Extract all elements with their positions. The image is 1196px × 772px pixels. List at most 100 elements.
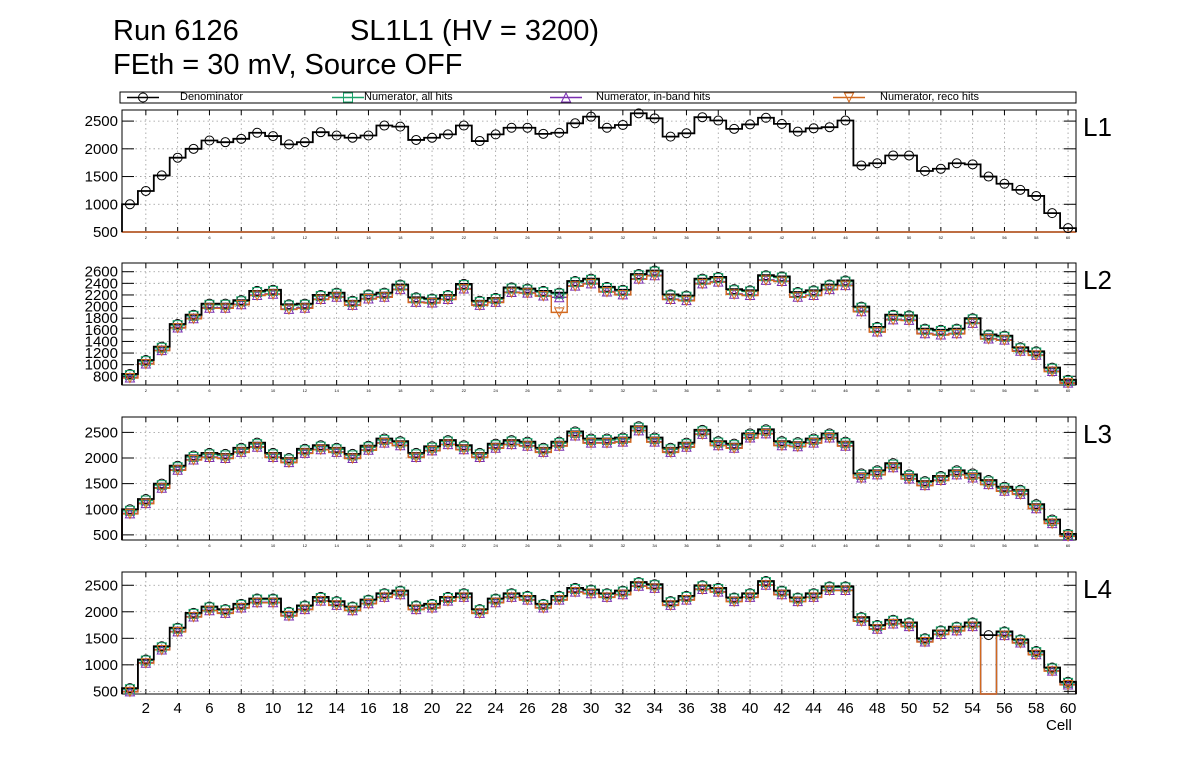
data-point [681,442,692,453]
data-point [728,596,740,608]
data-point [649,434,660,445]
data-point [919,328,931,340]
x-tick-label: 42 [774,700,791,717]
data-point [283,454,294,465]
x-tick-label-small: 6 [208,235,211,240]
data-point [204,135,215,146]
data-point [872,621,883,632]
data-point [506,592,517,604]
data-point [315,444,327,456]
y-tick-label: 1000 [85,357,118,374]
data-point [697,426,708,437]
data-point [410,452,422,464]
data-point [617,586,628,597]
data-point [299,445,310,456]
data-point [808,589,819,600]
data-point [1047,363,1058,374]
data-point [347,300,358,312]
data-point [267,597,279,609]
data-point [840,441,851,452]
y-tick-label: 2400 [85,275,118,292]
data-point [410,297,422,309]
data-point [156,480,167,491]
data-point [713,583,724,594]
data-point [331,444,342,455]
data-point [983,334,994,345]
data-point [824,582,835,593]
data-point [856,160,867,171]
y-tick-label: 1500 [85,476,118,493]
data-point [824,585,835,597]
x-tick-label-small: 46 [843,388,848,393]
data-point [140,495,151,506]
y-tick-label: 2500 [85,577,118,594]
x-tick-label: 54 [964,700,981,717]
x-tick-label-small: 10 [271,235,276,240]
x-tick-label-small: 50 [907,235,912,240]
data-point [904,618,915,629]
data-point [347,605,358,617]
data-point [586,111,597,122]
data-point [697,112,708,123]
series-0-hist [121,112,1077,232]
x-tick-label-small: 38 [716,235,721,240]
data-point [903,474,915,485]
data-point [728,289,740,300]
data-point [776,276,788,288]
data-point [633,108,644,119]
data-point [220,605,231,616]
data-point [379,435,390,446]
y-tick-label: 1500 [85,630,118,647]
data-point [522,288,533,299]
data-point [379,589,390,600]
data-point [601,122,612,133]
data-point [172,623,183,634]
data-point [967,621,978,633]
data-point [586,585,597,596]
data-point [283,457,295,469]
data-point [379,292,390,303]
data-point [458,120,469,131]
y-tick-label: 2200 [85,287,118,304]
data-point [856,616,867,627]
data-point [776,118,787,129]
data-point [745,589,756,600]
data-point [681,591,692,602]
x-tick-label-small: 24 [493,543,498,548]
data-point [506,122,517,133]
data-point [394,440,406,452]
x-tick-label: 10 [265,700,282,717]
data-point [124,686,136,698]
x-tick-label-small: 8 [240,388,243,393]
x-tick-label: 16 [360,700,377,717]
data-point [554,127,565,138]
data-point [760,577,771,588]
data-point [331,600,342,612]
data-point [458,444,470,456]
data-point [824,284,835,296]
data-point [426,298,438,309]
x-tick-label-small: 24 [493,235,498,240]
x-tick-label-small: 52 [939,388,944,393]
data-point [569,281,581,292]
data-point [904,150,915,161]
data-point [871,327,883,338]
data-point [411,134,422,145]
data-point [474,136,485,147]
x-tick-label-small: 52 [939,235,944,240]
x-tick-label: 24 [487,700,504,717]
data-point [617,119,628,130]
x-tick-label-small: 10 [271,388,276,393]
data-point [394,589,406,601]
x-tick-label-small: 58 [1034,388,1039,393]
x-tick-label: 48 [869,700,886,717]
data-point [951,469,963,481]
data-point [379,120,390,131]
data-point [983,476,994,487]
data-point [744,592,756,604]
data-point [649,583,660,595]
data-point [569,587,581,598]
data-point [458,592,470,604]
data-point [442,129,453,140]
